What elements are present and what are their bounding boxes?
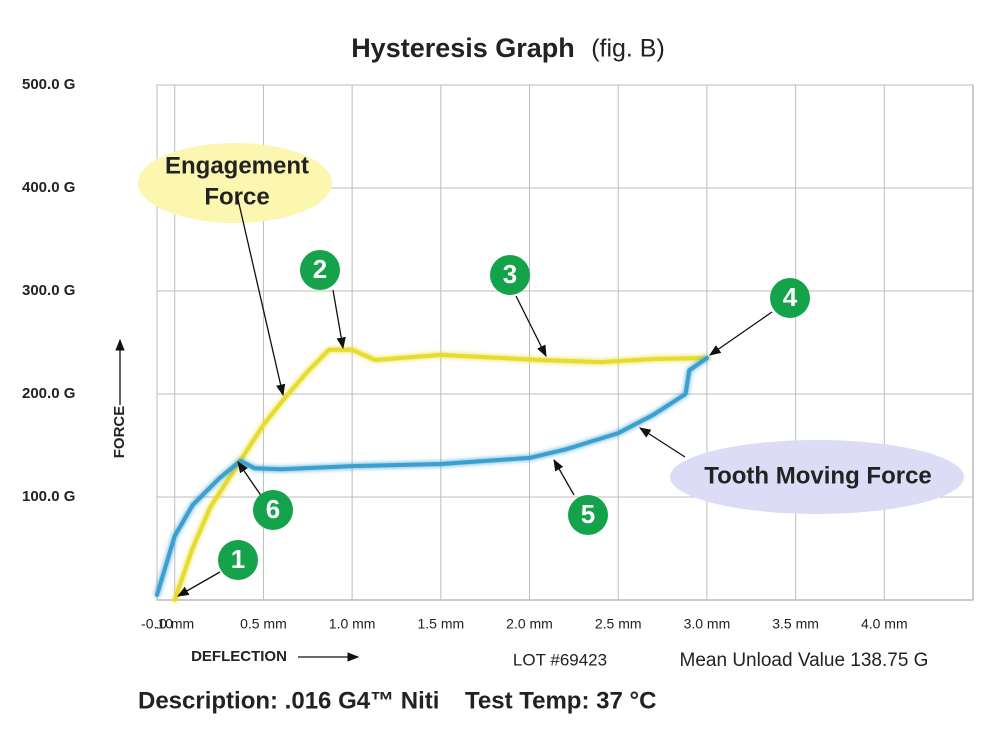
step-number: 2 <box>313 254 327 284</box>
lot-number: LOT #69423 <box>513 650 607 669</box>
pointer-arrow <box>176 571 221 597</box>
pointer-arrow <box>237 461 263 498</box>
pointer-arrow <box>709 311 773 356</box>
x-tick-label: 0.5 mm <box>240 616 287 632</box>
step-number: 6 <box>266 494 280 524</box>
step-marker <box>218 540 258 580</box>
callout-bubble <box>670 440 964 514</box>
callout-text: Engagement <box>165 152 309 179</box>
chart-subtitle: (fig. B) <box>591 35 665 63</box>
step-number: 3 <box>503 259 517 289</box>
step-marker <box>770 278 810 318</box>
step-number: 5 <box>581 499 595 529</box>
description: Description: .016 G4™ Niti <box>138 687 439 714</box>
x-tick-label: 4.0 mm <box>861 616 908 632</box>
x-tick-label: 1.5 mm <box>417 616 464 632</box>
step-marker <box>253 490 293 530</box>
y-tick-label: 400.0 G <box>22 179 75 196</box>
pointer-arrow <box>236 194 286 397</box>
step-marker <box>490 255 530 295</box>
x-tick-label: 2.0 mm <box>506 616 553 632</box>
x-tick-label: 3.0 mm <box>684 616 731 632</box>
callout-text: Tooth Moving Force <box>704 462 932 489</box>
pointer-arrow <box>332 289 346 350</box>
x-tick-label: -0.10 <box>141 616 173 632</box>
pointer-arrow <box>639 427 686 458</box>
y-tick-label: 300.0 G <box>22 282 75 299</box>
data-line <box>172 347 709 602</box>
x-tick-label: 1.0 mm <box>329 616 376 632</box>
data-line <box>155 356 709 597</box>
y-tick-label: 500.0 G <box>22 76 75 93</box>
pointer-arrow <box>553 458 575 496</box>
y-tick-label: 200.0 G <box>22 385 75 402</box>
x-tick-label: .0 mm <box>155 616 194 632</box>
mean-unload: Mean Unload Value 138.75 G <box>680 650 929 671</box>
step-marker <box>568 495 608 535</box>
x-axis-label: DEFLECTION <box>191 648 287 665</box>
callout-bubble <box>138 143 332 223</box>
x-tick-label: 2.5 mm <box>595 616 642 632</box>
x-tick-label: 3.5 mm <box>772 616 819 632</box>
step-marker <box>300 250 340 290</box>
step-number: 4 <box>783 282 798 312</box>
y-tick-label: 100.0 G <box>22 488 75 505</box>
step-number: 1 <box>231 544 245 574</box>
test-temp: Test Temp: 37 °C <box>465 687 656 714</box>
pointer-arrow <box>515 295 547 358</box>
chart-title: Hysteresis Graph <box>351 33 575 63</box>
y-axis-label: FORCE <box>111 406 128 459</box>
